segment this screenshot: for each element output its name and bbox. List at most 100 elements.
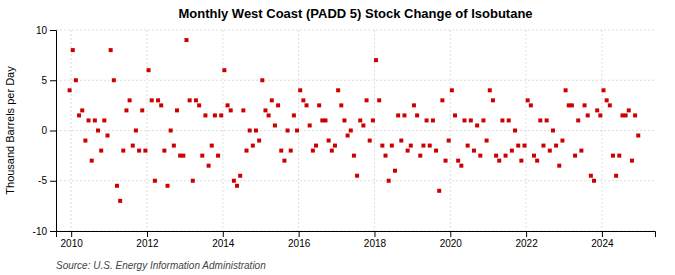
tick-mark bbox=[50, 80, 56, 81]
point bbox=[80, 108, 84, 112]
tick-label: -10 bbox=[33, 226, 48, 237]
tick-mark bbox=[50, 181, 56, 182]
point bbox=[447, 139, 451, 143]
point bbox=[365, 98, 369, 102]
point bbox=[200, 154, 204, 158]
point bbox=[605, 98, 609, 102]
point bbox=[541, 144, 545, 148]
point bbox=[523, 144, 527, 148]
point bbox=[624, 113, 628, 117]
tick: 0 bbox=[41, 125, 56, 136]
point bbox=[203, 113, 207, 117]
point bbox=[418, 154, 422, 158]
point bbox=[377, 98, 381, 102]
point bbox=[513, 129, 517, 133]
point bbox=[504, 154, 508, 158]
grid-line-x bbox=[526, 30, 527, 231]
point bbox=[222, 68, 226, 72]
point bbox=[162, 149, 166, 153]
tick: -10 bbox=[33, 226, 56, 237]
tick: 2012 bbox=[136, 231, 159, 249]
point bbox=[238, 174, 242, 178]
point bbox=[308, 123, 312, 127]
point bbox=[535, 159, 539, 163]
point bbox=[197, 103, 201, 107]
point bbox=[472, 149, 476, 153]
point bbox=[276, 103, 280, 107]
point bbox=[232, 179, 236, 183]
point bbox=[494, 154, 498, 158]
point bbox=[390, 144, 394, 148]
point bbox=[598, 113, 602, 117]
grid-line-y bbox=[56, 130, 655, 131]
point bbox=[393, 169, 397, 173]
tick-label: 10 bbox=[36, 25, 48, 36]
point bbox=[488, 88, 492, 92]
point bbox=[627, 108, 631, 112]
point bbox=[336, 88, 340, 92]
tick: 5 bbox=[41, 75, 56, 86]
point bbox=[636, 134, 640, 138]
grid-line-x bbox=[601, 30, 602, 231]
point bbox=[90, 159, 94, 163]
point bbox=[459, 164, 463, 168]
axis-line bbox=[57, 232, 656, 238]
point bbox=[368, 139, 372, 143]
point bbox=[140, 108, 144, 112]
point bbox=[93, 118, 97, 122]
tick-mark bbox=[602, 231, 603, 237]
point bbox=[279, 149, 283, 153]
point bbox=[105, 134, 109, 138]
point bbox=[96, 129, 100, 133]
y-axis-label: Thousand Barrels per Day bbox=[4, 66, 16, 195]
point bbox=[210, 144, 214, 148]
tick-label: 2016 bbox=[288, 238, 311, 249]
tick-label: -5 bbox=[38, 175, 47, 186]
point bbox=[396, 113, 400, 117]
point bbox=[289, 149, 293, 153]
point bbox=[497, 159, 501, 163]
point bbox=[602, 88, 606, 92]
point bbox=[554, 144, 558, 148]
grid-line-y bbox=[56, 180, 655, 181]
tick-mark bbox=[450, 231, 451, 237]
point bbox=[384, 154, 388, 158]
point bbox=[298, 88, 302, 92]
point bbox=[478, 154, 482, 158]
tick: 2022 bbox=[515, 231, 538, 249]
point bbox=[475, 123, 479, 127]
point bbox=[387, 179, 391, 183]
tick-label: 0 bbox=[41, 125, 47, 136]
point bbox=[608, 103, 612, 107]
point bbox=[576, 118, 580, 122]
point bbox=[172, 144, 176, 148]
point bbox=[481, 118, 485, 122]
point bbox=[614, 174, 618, 178]
point bbox=[358, 118, 362, 122]
point bbox=[150, 98, 154, 102]
tick-mark bbox=[50, 131, 56, 132]
point bbox=[428, 144, 432, 148]
point bbox=[538, 118, 542, 122]
point bbox=[323, 118, 327, 122]
tick-mark bbox=[526, 231, 527, 237]
point bbox=[216, 154, 220, 158]
point bbox=[166, 184, 170, 188]
point bbox=[469, 118, 473, 122]
tick-mark bbox=[299, 231, 300, 237]
point bbox=[169, 129, 173, 133]
point bbox=[270, 98, 274, 102]
point bbox=[254, 129, 258, 133]
point bbox=[462, 118, 466, 122]
point bbox=[134, 129, 138, 133]
point bbox=[273, 123, 277, 127]
point bbox=[434, 149, 438, 153]
point bbox=[630, 159, 634, 163]
point bbox=[245, 149, 249, 153]
point bbox=[137, 149, 141, 153]
point bbox=[595, 108, 599, 112]
point bbox=[260, 78, 264, 82]
point bbox=[317, 103, 321, 107]
point bbox=[121, 149, 125, 153]
point bbox=[500, 118, 504, 122]
